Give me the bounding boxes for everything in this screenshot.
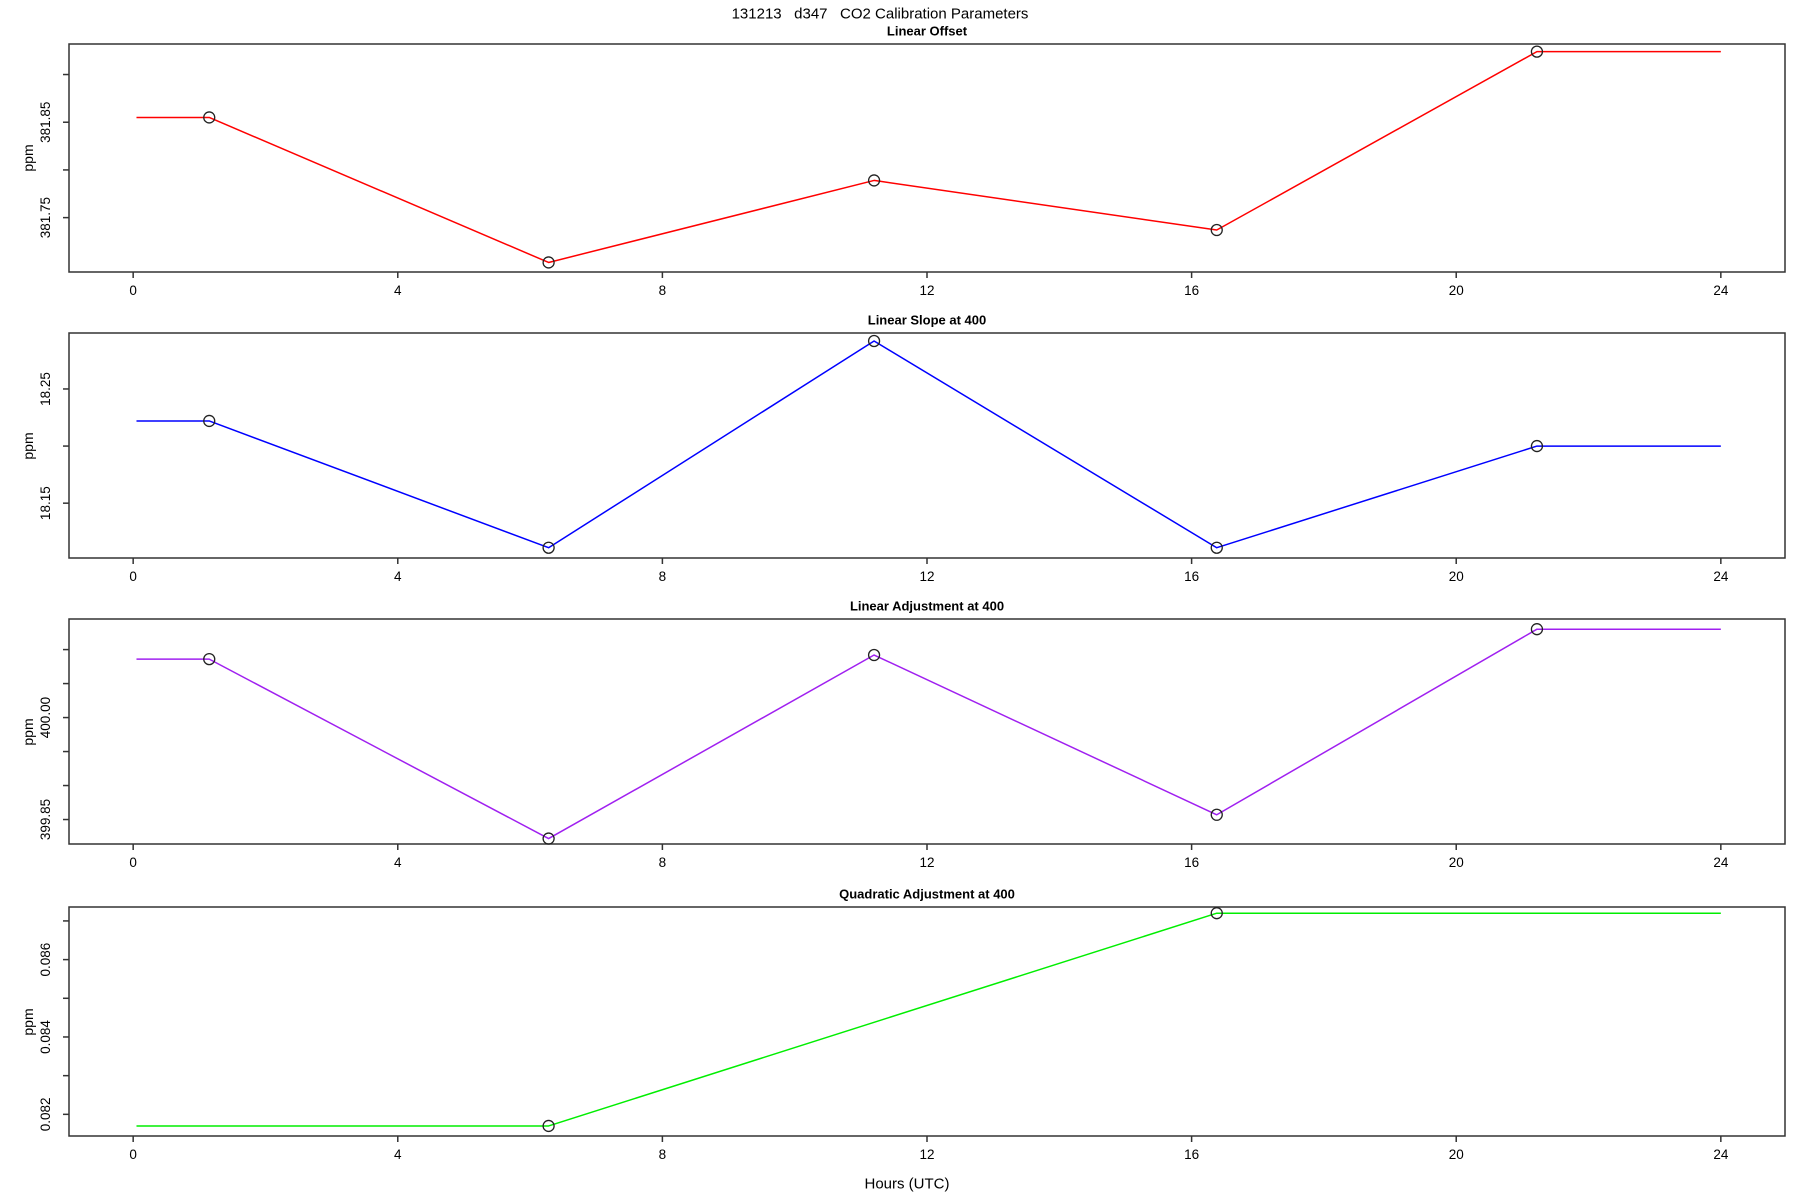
x-tick-label: 0 [129, 569, 137, 584]
data-point-marker [1210, 808, 1223, 821]
x-tick-label: 0 [129, 283, 137, 298]
y-axis-label-ppm-2: ppm [20, 432, 36, 460]
panel-title-linear-slope: Linear Slope at 400 [867, 312, 987, 328]
data-point-marker [867, 334, 881, 348]
y-tick-label: 18.25 [38, 372, 53, 406]
data-point-marker [1210, 541, 1223, 554]
x-tick-label: 12 [919, 569, 934, 584]
x-tick-label: 0 [129, 1147, 137, 1162]
x-tick-label: 24 [1713, 283, 1729, 298]
x-tick-label: 20 [1449, 569, 1464, 584]
data-line [136, 50, 1721, 264]
y-tick-label: 0.084 [38, 1020, 53, 1054]
chart-main-title: 131213 d347 CO2 Calibration Parameters [731, 5, 1029, 23]
y-tick-label: 0.082 [38, 1097, 53, 1131]
data-point-marker [542, 541, 555, 554]
x-tick-label: 8 [659, 283, 667, 298]
y-tick-label: 399.85 [38, 799, 53, 840]
data-point-marker [203, 414, 216, 428]
x-tick-label: 24 [1713, 1147, 1729, 1162]
plot-border [68, 906, 1786, 1137]
plot-border [68, 618, 1786, 845]
x-tick-label: 8 [659, 569, 667, 584]
panel-title-linear-offset: Linear Offset [886, 23, 968, 39]
data-point-marker [1210, 223, 1223, 237]
x-tick-label: 12 [919, 855, 934, 870]
data-point-marker [1530, 623, 1544, 636]
data-line [136, 912, 1721, 1127]
x-tick-label: 8 [659, 855, 667, 870]
x-tick-label: 12 [919, 283, 934, 298]
x-tick-label: 16 [1184, 569, 1199, 584]
panel-title-linear-adjustment: Linear Adjustment at 400 [849, 598, 1005, 614]
x-tick-label: 20 [1449, 1147, 1464, 1162]
x-tick-label: 16 [1184, 283, 1199, 298]
data-point-marker [542, 1119, 555, 1133]
y-tick-label: 381.85 [38, 102, 53, 143]
x-tick-label: 4 [394, 569, 402, 584]
x-tick-label: 20 [1449, 283, 1464, 298]
y-tick-label: 381.75 [38, 197, 53, 238]
x-tick-label: 4 [394, 1147, 402, 1162]
data-point-marker [1530, 439, 1544, 453]
x-tick-label: 20 [1449, 855, 1464, 870]
data-point-marker [203, 652, 216, 666]
y-tick-label: 18.15 [38, 486, 53, 520]
x-tick-label: 16 [1184, 1147, 1199, 1162]
x-tick-label: 24 [1713, 855, 1729, 870]
data-point-marker [542, 832, 555, 845]
x-tick-label: 12 [919, 1147, 934, 1162]
y-axis-label-ppm-1: ppm [20, 144, 36, 172]
data-point-marker [542, 256, 555, 269]
y-tick-label: 400.00 [38, 697, 53, 738]
data-point-marker [203, 111, 216, 124]
y-axis-label-ppm-3: ppm [20, 718, 36, 746]
panel-title-quadratic-adjustment: Quadratic Adjustment at 400 [839, 886, 1015, 902]
data-line [136, 340, 1721, 549]
x-tick-label: 16 [1184, 855, 1199, 870]
data-point-marker [867, 648, 881, 662]
x-tick-label: 8 [659, 1147, 667, 1162]
plot-border [68, 332, 1786, 559]
x-tick-label: 4 [394, 283, 402, 298]
y-tick-label: 0.086 [38, 943, 53, 977]
data-point-marker [1530, 45, 1544, 58]
data-point-marker [867, 174, 881, 187]
y-axis-label-ppm-4: ppm [20, 1008, 36, 1036]
x-axis-label: Hours (UTC) [864, 1175, 950, 1193]
x-tick-label: 24 [1713, 569, 1729, 584]
data-line [136, 628, 1721, 840]
x-tick-label: 0 [129, 855, 137, 870]
plot-border [68, 43, 1786, 273]
data-point-marker [1210, 907, 1223, 920]
x-tick-label: 4 [394, 855, 402, 870]
